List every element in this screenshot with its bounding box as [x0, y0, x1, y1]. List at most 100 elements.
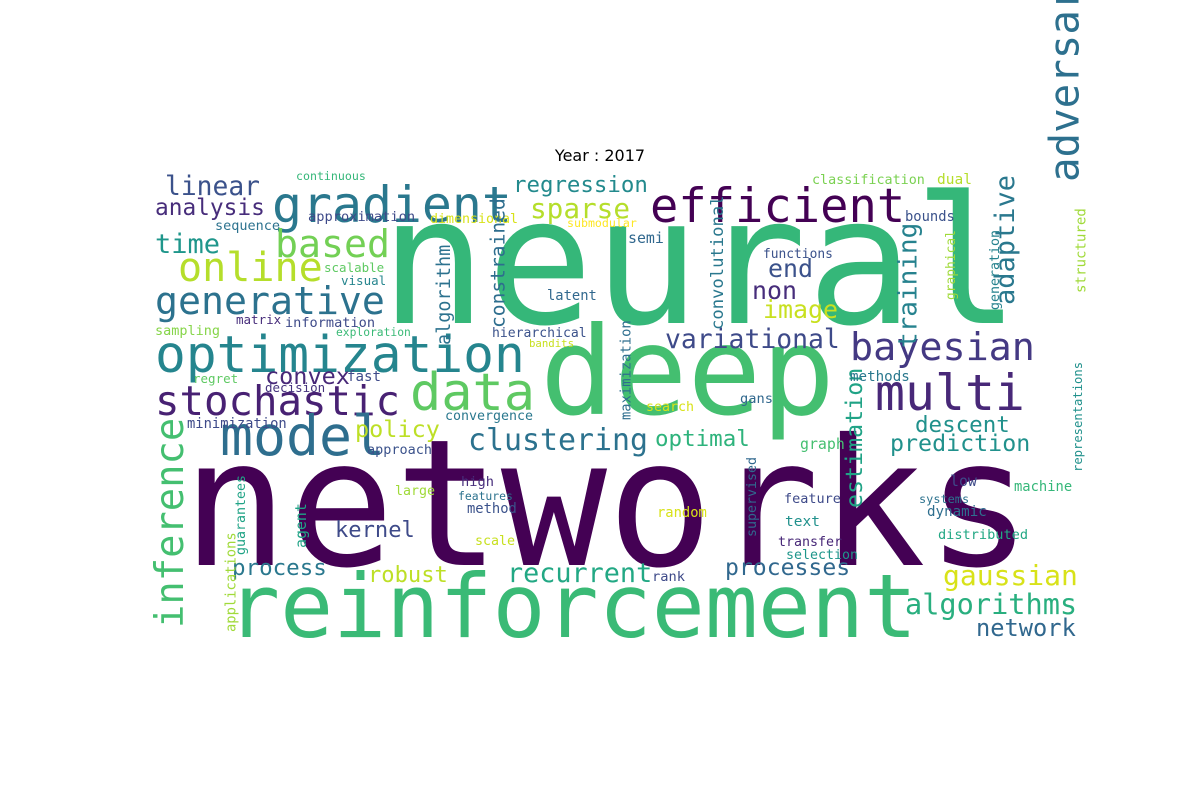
- word-fast: fast: [347, 369, 381, 385]
- word-applications: applications: [224, 532, 240, 632]
- word-process: process: [232, 555, 327, 581]
- word-efficient: efficient: [650, 179, 905, 234]
- word-analysis: analysis: [155, 195, 265, 221]
- word-transfer: transfer: [778, 535, 842, 550]
- word-network: network: [976, 614, 1076, 642]
- word-neural: neural: [380, 159, 1020, 365]
- word-kernel: kernel: [335, 517, 415, 543]
- word-classification: classification: [812, 173, 925, 188]
- word-stochastic: stochastic: [155, 377, 400, 425]
- word-prediction: prediction: [890, 430, 1030, 457]
- word-visual: visual: [341, 273, 386, 288]
- word-hierarchical: hierarchical: [492, 326, 587, 341]
- word-linear: linear: [165, 172, 260, 202]
- word-adaptive: adaptive: [990, 175, 1021, 305]
- word-machine: machine: [1014, 479, 1072, 495]
- word-reinforcement: reinforcement: [227, 555, 917, 658]
- word-deep: deep: [540, 300, 835, 443]
- word-large: large: [395, 484, 435, 499]
- word-regression: regression: [513, 172, 648, 198]
- word-continuous: continuous: [296, 169, 366, 183]
- word-non: non: [752, 276, 797, 305]
- word-image: image: [763, 295, 838, 324]
- word-graph: graph: [800, 435, 845, 453]
- word-data: data: [410, 363, 535, 423]
- word-scalable: scalable: [324, 260, 384, 275]
- word-dual: dual: [937, 172, 972, 188]
- word-supervised: supervised: [745, 457, 760, 537]
- word-inference: inference: [148, 418, 193, 628]
- word-optimal: optimal: [655, 426, 750, 452]
- word-random: random: [657, 505, 707, 521]
- word-distributed: distributed: [938, 527, 1028, 543]
- word-bandits: bandits: [529, 337, 574, 350]
- word-search: search: [646, 400, 694, 415]
- word-exploration: exploration: [336, 326, 411, 339]
- word-dimensional: dimensional: [430, 212, 518, 227]
- word-robust: robust: [368, 562, 448, 588]
- word-gradient: gradient: [272, 176, 512, 234]
- word-adversarial: adversarial: [1040, 0, 1088, 182]
- word-based: based: [275, 223, 390, 267]
- word-functions: functions: [763, 247, 833, 262]
- word-submodular: submodular: [567, 216, 637, 230]
- word-scale: scale: [475, 534, 515, 549]
- word-approximation: approximation: [308, 209, 415, 225]
- word-text: text: [785, 514, 820, 530]
- word-generation: generation: [988, 230, 1003, 310]
- word-matrix: matrix: [236, 312, 282, 327]
- word-information: information: [285, 315, 375, 331]
- word-method: method: [467, 501, 517, 517]
- word-latent: latent: [547, 288, 597, 304]
- word-guarantees: guarantees: [234, 475, 249, 555]
- word-representations: representations: [1071, 362, 1085, 472]
- word-maximization: maximization: [619, 320, 635, 420]
- word-end: end: [768, 254, 813, 283]
- word-agent: agent: [292, 503, 310, 548]
- word-networks: networks: [182, 401, 1032, 607]
- word-descent: descent: [915, 412, 1010, 438]
- word-approach: approach: [367, 442, 432, 458]
- word-online: online: [178, 245, 323, 291]
- word-recurrent: recurrent: [507, 558, 652, 589]
- word-model: model: [220, 404, 385, 468]
- word-semi: semi: [628, 229, 664, 247]
- word-features: features: [458, 489, 513, 503]
- word-structured: structured: [1074, 208, 1090, 293]
- word-regret: regret: [193, 371, 238, 386]
- word-gaussian: gaussian: [943, 559, 1078, 592]
- word-dynamic: dynamic: [927, 504, 987, 520]
- word-time: time: [155, 229, 220, 260]
- word-bayesian: bayesian: [850, 325, 1035, 370]
- word-convergence: convergence: [445, 409, 533, 424]
- word-methods: methods: [850, 369, 910, 385]
- word-sampling: sampling: [155, 323, 220, 339]
- word-rank: rank: [652, 569, 686, 585]
- word-multi: multi: [875, 364, 1025, 422]
- chart-title: Year : 2017: [554, 146, 646, 165]
- word-decision: decision: [265, 380, 325, 395]
- word-sparse: sparse: [530, 192, 630, 225]
- word-estimation: estimation: [841, 368, 868, 508]
- word-processes: processes: [725, 555, 850, 581]
- word-optimization: optimization: [155, 325, 525, 385]
- word-generative: generative: [155, 280, 385, 324]
- word-sequence: sequence: [215, 218, 280, 234]
- word-clustering: clustering: [468, 423, 648, 458]
- word-low: low: [950, 472, 977, 490]
- word-convolutional: convolutional: [708, 195, 728, 330]
- word-selection: selection: [786, 548, 858, 563]
- word-algorithms: algorithms: [905, 587, 1077, 621]
- word-convex: convex: [265, 362, 350, 390]
- word-training: training: [893, 223, 923, 348]
- word-variational: variational: [665, 324, 840, 355]
- word-policy: policy: [355, 415, 440, 443]
- word-algorithm: algorithm: [434, 245, 455, 345]
- word-gans: gans: [740, 391, 773, 407]
- word-graphical: graphical: [944, 230, 959, 300]
- word-bounds: bounds: [905, 209, 955, 225]
- word-systems: systems: [919, 492, 969, 506]
- word-high: high: [461, 474, 494, 490]
- word-constrained: constrained: [486, 198, 509, 328]
- word-minimization: minimization: [187, 416, 287, 432]
